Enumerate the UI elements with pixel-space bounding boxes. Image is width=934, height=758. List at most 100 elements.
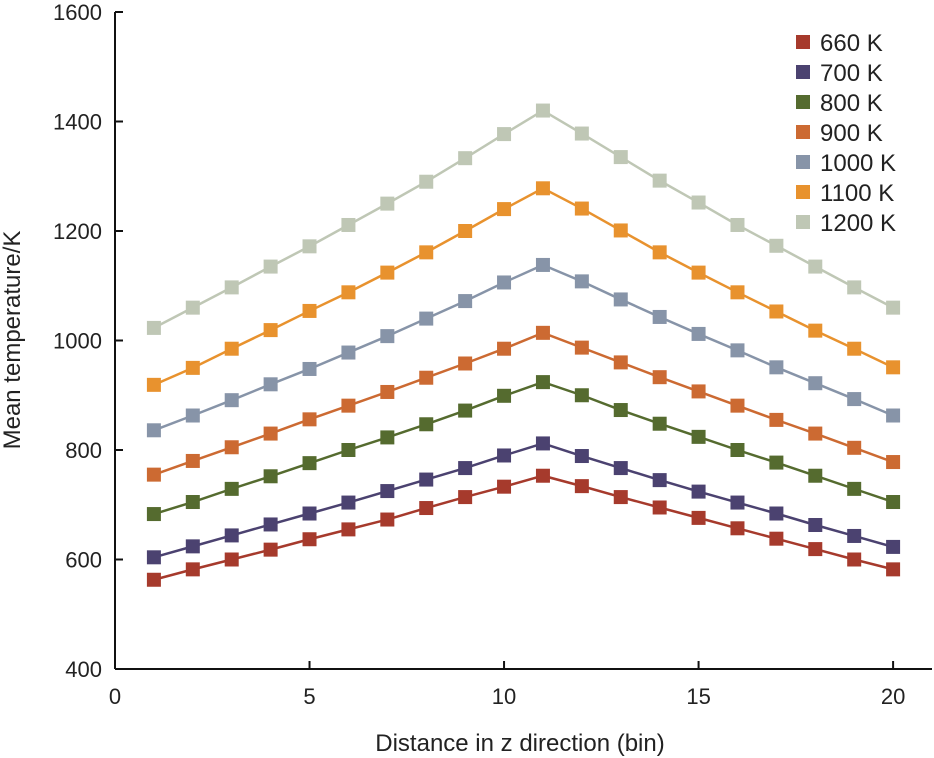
data-point [458,490,473,505]
data-point [769,304,784,319]
data-point [419,472,434,487]
data-point [458,356,473,371]
data-point [886,455,901,470]
data-point [341,217,356,232]
data-point [730,285,745,300]
data-point [613,490,628,505]
data-point [691,265,706,280]
legend-label: 660 K [820,30,883,57]
data-point [341,443,356,457]
data-point [730,398,745,413]
data-point [302,456,317,471]
data-point [535,436,550,451]
legend-item: 1200 K [796,210,896,237]
data-point [574,388,589,403]
y-axis: 400 600 800 1000 1200 1400 1600 [53,0,123,682]
legend-label: 800 K [820,90,883,117]
data-point [808,518,823,533]
data-point [380,329,395,344]
data-point [224,552,239,567]
y-tick-label: 1400 [53,110,102,135]
data-point [341,522,356,537]
data-point [652,500,667,515]
data-point [185,360,200,375]
legend-item: 1000 K [796,150,896,177]
data-point [341,495,356,510]
data-point [652,473,667,488]
data-point [730,495,745,510]
data-point [574,449,589,464]
data-point [535,375,550,390]
legend: 660 K 700 K 800 K 900 K 1000 K 1100 K 1200 K [796,30,896,237]
legend-item: 700 K [796,60,883,87]
data-point [263,377,278,392]
data-point [730,343,745,358]
data-point [185,539,200,554]
data-point [574,201,589,216]
legend-swatch [796,185,810,199]
data-point [847,481,862,496]
data-point [302,239,317,254]
y-tick-label: 1600 [53,0,102,25]
data-point [535,325,550,340]
data-point [847,392,862,407]
data-point [380,265,395,280]
legend-swatch [796,155,810,169]
legend-swatch [796,95,810,109]
data-point [419,370,434,385]
legend-swatch [796,125,810,139]
data-point [341,285,356,300]
data-point [302,361,317,376]
x-tick-label: 5 [303,684,315,709]
data-point [886,408,901,423]
data-point [263,517,278,532]
data-point [458,461,473,476]
data-point [535,257,550,272]
series-line [153,186,894,386]
legend-swatch [796,65,810,79]
legend-label: 700 K [820,60,883,87]
data-point [808,323,823,338]
data-point [574,479,589,494]
data-point [769,506,784,521]
legend-item: 900 K [796,120,883,147]
data-point [769,360,784,375]
data-point [419,311,434,326]
data-point [613,292,628,307]
data-point [769,238,784,253]
data-point [613,403,628,418]
legend-label: 1000 K [820,150,896,177]
data-point [652,416,667,431]
data-point [808,468,823,483]
data-point [613,355,628,370]
legend-item: 660 K [796,30,883,57]
data-point [380,196,395,211]
data-point [146,550,161,565]
data-point [263,542,278,557]
data-point [808,542,823,557]
series-700-k [146,436,901,565]
data-point [185,300,200,315]
data-point [847,440,862,455]
x-tick-label: 10 [492,684,516,709]
y-tick-label: 600 [65,548,102,573]
data-point [302,303,317,318]
data-point [458,403,473,418]
data-point [146,377,161,392]
series-900-k [146,325,901,482]
data-point [808,376,823,391]
data-point [497,202,512,217]
data-point [847,528,862,543]
data-point [574,340,589,355]
data-point [574,126,589,141]
data-point [497,448,512,463]
data-point [691,195,706,210]
y-tick-label: 1000 [53,329,102,354]
legend-label: 1100 K [820,180,894,207]
data-point [146,423,161,438]
data-point [458,151,473,166]
y-tick-label: 400 [65,657,102,682]
legend-swatch [796,35,810,49]
data-point [185,408,200,423]
